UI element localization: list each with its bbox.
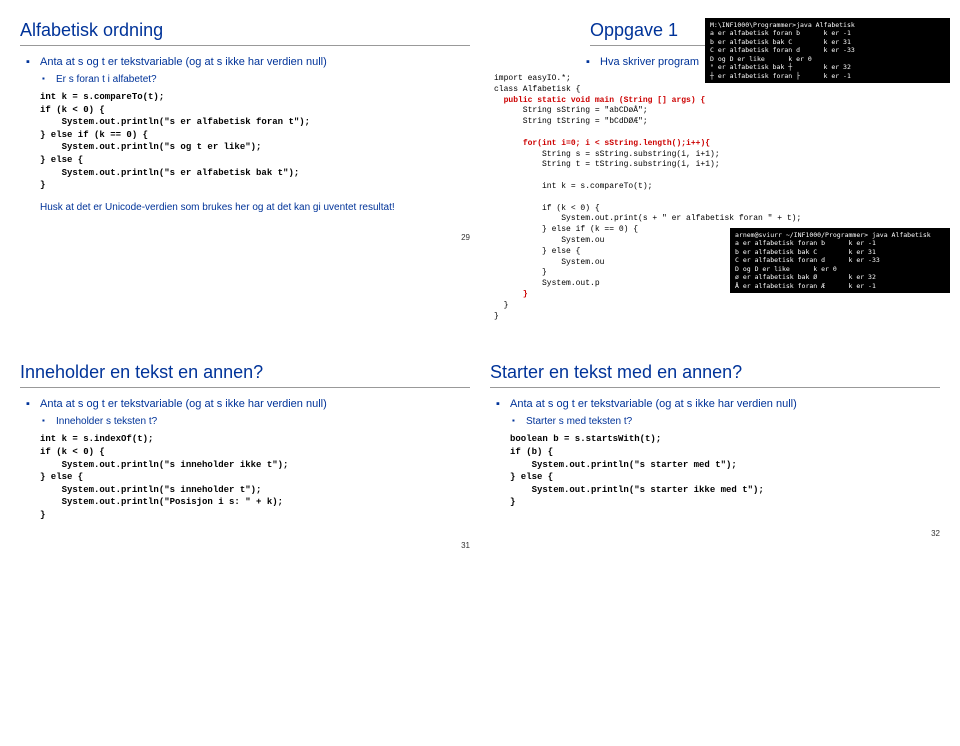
page-number: 31	[20, 541, 470, 550]
slide-31: Inneholder en tekst en annen? Anta at s …	[20, 362, 470, 550]
page-number: 32	[490, 529, 940, 538]
code-hl: public static void main (String [] args)…	[504, 96, 706, 105]
slide-title: Starter en tekst med en annen?	[490, 362, 940, 388]
code-hl: }	[523, 290, 528, 299]
slide-32: Starter en tekst med en annen? Anta at s…	[490, 362, 940, 550]
subbullet: Er s foran t i alfabetet?	[56, 74, 470, 85]
bullet: Anta at s og t er tekstvariable (og at s…	[40, 56, 470, 68]
code-block: boolean b = s.startsWith(t); if (b) { Sy…	[510, 433, 940, 509]
subbullet: Inneholder s teksten t?	[56, 416, 470, 427]
slide-30: M:\INF1000\Programmer>java Alfabetisk a …	[490, 20, 940, 322]
note: Husk at det er Unicode-verdien som bruke…	[40, 202, 450, 213]
slide-title: Oppgave 1	[590, 20, 720, 46]
slide-29: Alfabetisk ordning Anta at s og t er tek…	[20, 20, 470, 322]
subbullet: Starter s med teksten t?	[526, 416, 940, 427]
page-number: 29	[20, 233, 470, 242]
bullet: Anta at s og t er tekstvariable (og at s…	[40, 398, 470, 410]
code-post: } }	[494, 301, 508, 321]
terminal-output-2: arnem@sviurr ~/INF1000/Programmer> java …	[730, 228, 950, 293]
slide-title: Inneholder en tekst en annen?	[20, 362, 470, 388]
code-block: int k = s.indexOf(t); if (k < 0) { Syste…	[40, 433, 470, 521]
bullet: Anta at s og t er tekstvariable (og at s…	[510, 398, 940, 410]
slide-title: Alfabetisk ordning	[20, 20, 470, 46]
code-hl: for(int i=0; i < sString.length();i++){	[523, 139, 710, 148]
code-block: int k = s.compareTo(t); if (k < 0) { Sys…	[40, 91, 470, 192]
terminal-output-1: M:\INF1000\Programmer>java Alfabetisk a …	[705, 18, 950, 83]
